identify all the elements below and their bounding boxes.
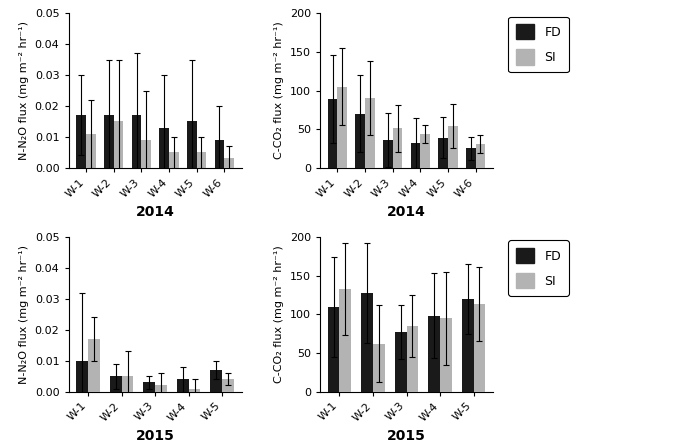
Bar — [188, 388, 201, 392]
Y-axis label: N-N₂O flux (mg m⁻² hr⁻¹): N-N₂O flux (mg m⁻² hr⁻¹) — [19, 21, 29, 160]
Bar — [440, 318, 452, 392]
Bar — [224, 158, 234, 168]
Bar — [338, 87, 347, 168]
Bar — [77, 115, 86, 168]
Bar — [86, 134, 96, 168]
Y-axis label: C-CO₂ flux (mg m⁻² hr⁻¹): C-CO₂ flux (mg m⁻² hr⁻¹) — [274, 22, 284, 159]
Bar — [428, 316, 440, 392]
Bar — [406, 326, 419, 392]
Bar — [448, 126, 458, 168]
X-axis label: 2014: 2014 — [387, 205, 426, 218]
Bar — [438, 138, 448, 168]
Bar — [356, 114, 365, 168]
Bar — [187, 121, 197, 168]
Bar — [132, 115, 141, 168]
Bar — [473, 304, 485, 392]
Y-axis label: C-CO₂ flux (mg m⁻² hr⁻¹): C-CO₂ flux (mg m⁻² hr⁻¹) — [274, 246, 284, 383]
Bar — [421, 134, 430, 168]
Bar — [77, 361, 88, 392]
Bar — [88, 339, 100, 392]
Bar — [340, 289, 351, 392]
Bar — [365, 98, 375, 168]
Bar — [411, 143, 421, 168]
Legend: FD, SI: FD, SI — [508, 16, 569, 72]
Bar — [383, 140, 393, 168]
Bar — [155, 385, 167, 392]
Bar — [169, 152, 179, 168]
Bar — [393, 128, 402, 168]
Bar — [395, 332, 406, 392]
Bar — [143, 382, 155, 392]
Bar — [160, 128, 169, 168]
Bar — [210, 370, 222, 392]
Legend: FD, SI: FD, SI — [508, 240, 569, 296]
Bar — [141, 140, 151, 168]
Y-axis label: N-N₂O flux (mg m⁻² hr⁻¹): N-N₂O flux (mg m⁻² hr⁻¹) — [19, 245, 29, 384]
X-axis label: 2014: 2014 — [136, 205, 175, 218]
Bar — [177, 379, 188, 392]
Bar — [361, 293, 373, 392]
Bar — [104, 115, 114, 168]
Bar — [373, 344, 385, 392]
Bar — [466, 149, 475, 168]
Bar — [327, 99, 338, 168]
Bar — [462, 299, 473, 392]
Bar — [214, 140, 224, 168]
Bar — [475, 144, 485, 168]
X-axis label: 2015: 2015 — [136, 429, 175, 442]
Bar — [222, 379, 234, 392]
Bar — [122, 376, 134, 392]
Bar — [114, 121, 123, 168]
Bar — [197, 152, 206, 168]
Bar — [327, 307, 340, 392]
X-axis label: 2015: 2015 — [387, 429, 426, 442]
Bar — [110, 376, 122, 392]
